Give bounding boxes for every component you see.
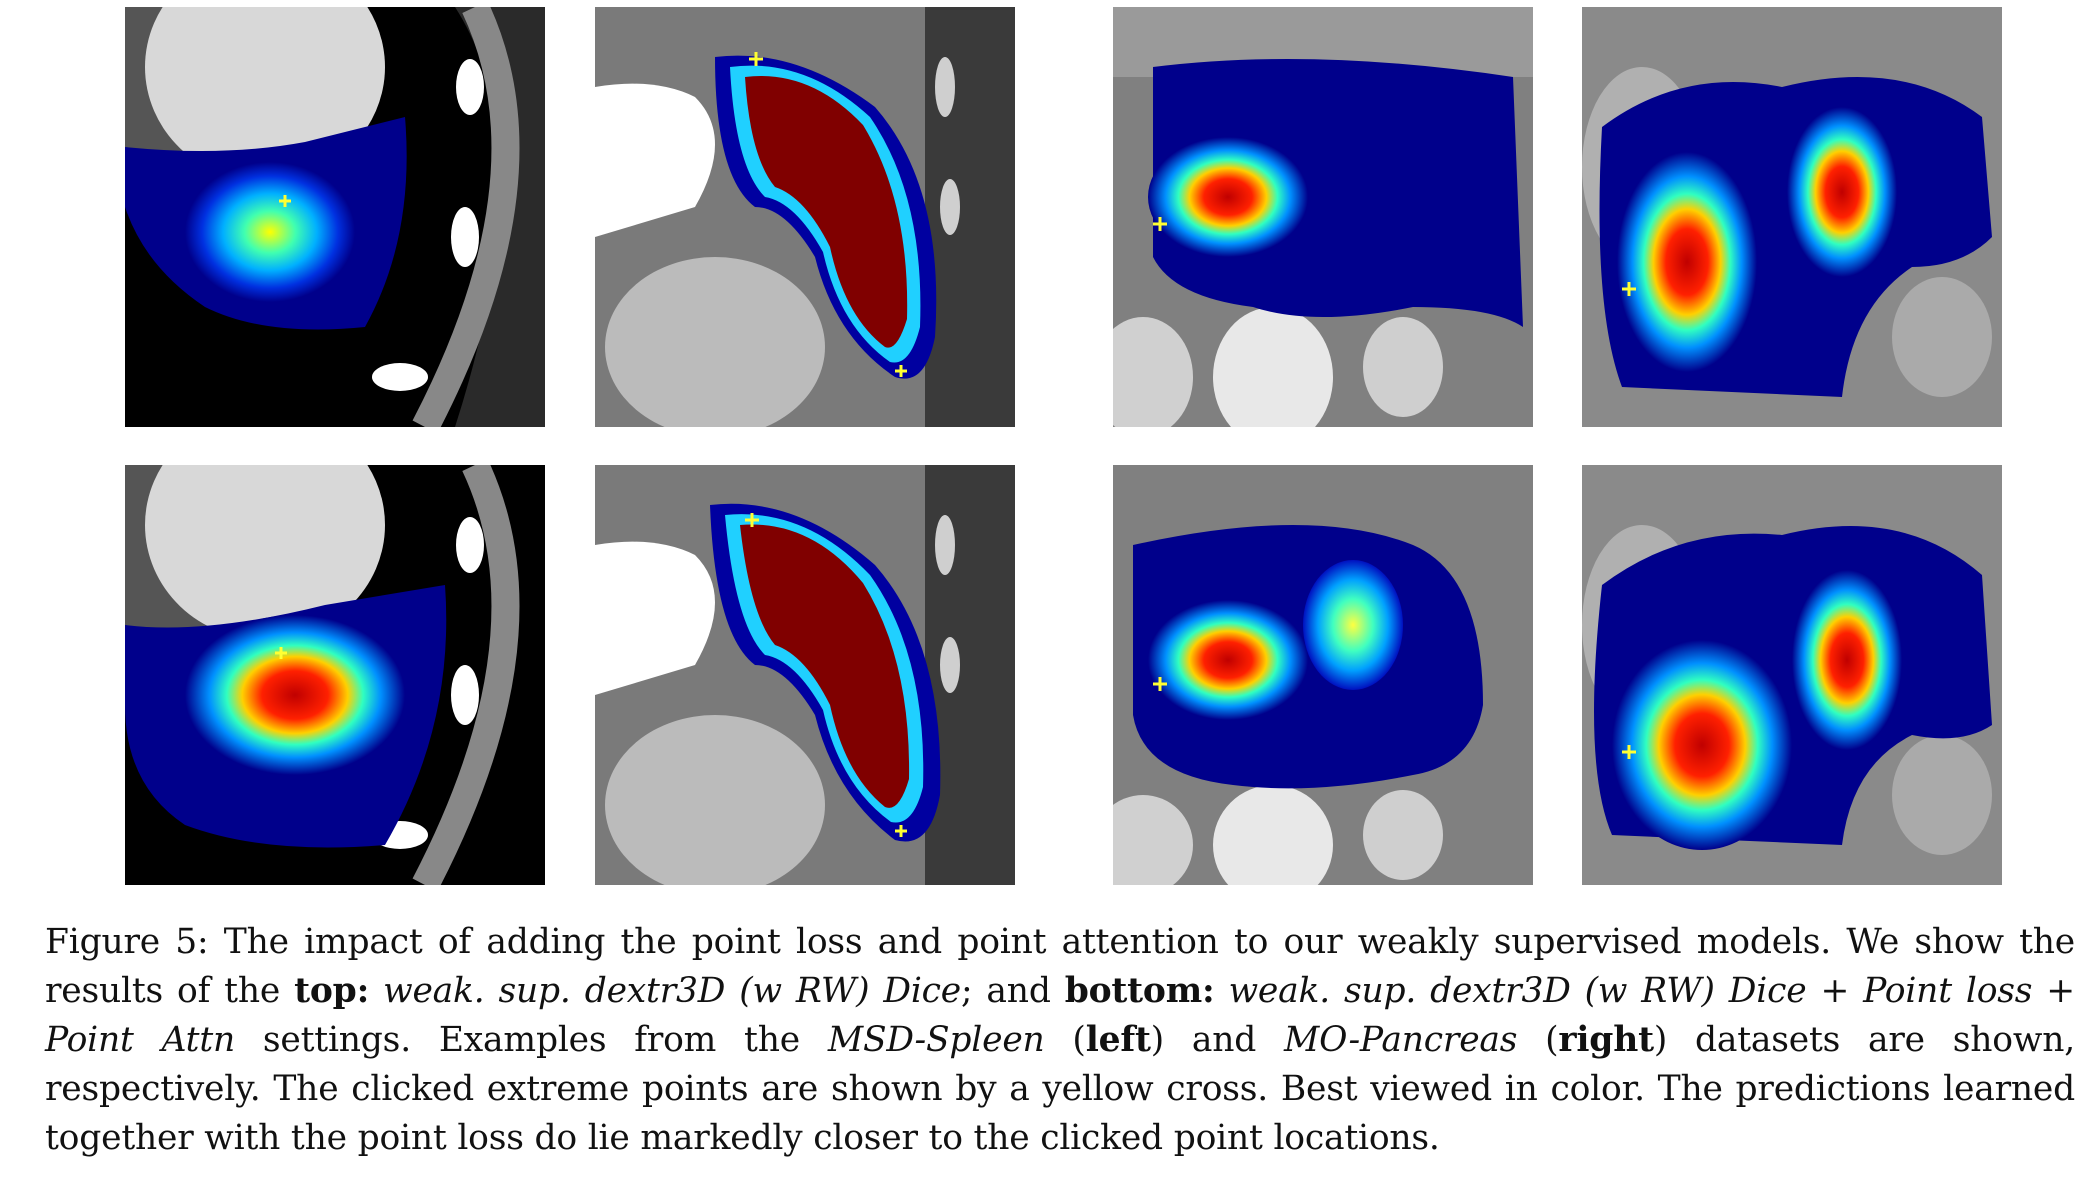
caption-bottom-label: bottom: [1064,971,1215,1011]
caption-dataset-pancreas: MO-Pancreas [1284,1020,1518,1060]
extreme-point-cross [279,195,291,207]
caption-left-label: left [1085,1020,1151,1060]
panel-pancreas-coronal-bottom [1582,465,2002,885]
caption-text: ) datasets are shown, respectively. The … [45,1020,2075,1158]
caption-dataset-spleen: MSD-Spleen [827,1020,1045,1060]
caption-top-setting: weak. sup. dextr3D (w RW) Dice [383,971,961,1011]
panel-pancreas-axial-bottom [1113,465,1533,885]
caption-text: settings. Examples from the [235,1020,828,1060]
panel-pancreas-axial-top [1113,7,1533,427]
caption-text: ( [1044,1020,1086,1060]
panel-spleen-axial-bottom [125,465,545,885]
panel-spleen-axial-top [125,7,545,427]
panel-spleen-sagittal-bottom [595,465,1015,885]
caption-text: Figure 5: The impact of adding the point… [45,922,2075,1011]
panel-pancreas-coronal-top [1582,7,2002,427]
panel-spleen-sagittal-top [595,7,1015,427]
caption-text: ) and [1150,1020,1284,1060]
caption-bottom-setting: weak. sup. dextr3D (w RW) Dice + Point l… [45,971,2075,1060]
caption-text: ( [1517,1020,1559,1060]
caption-top-label: top: [294,971,370,1011]
figure-caption: Figure 5: The impact of adding the point… [45,918,2075,1163]
caption-text: ; and [961,971,1065,1011]
caption-right-label: right [1558,1020,1654,1060]
